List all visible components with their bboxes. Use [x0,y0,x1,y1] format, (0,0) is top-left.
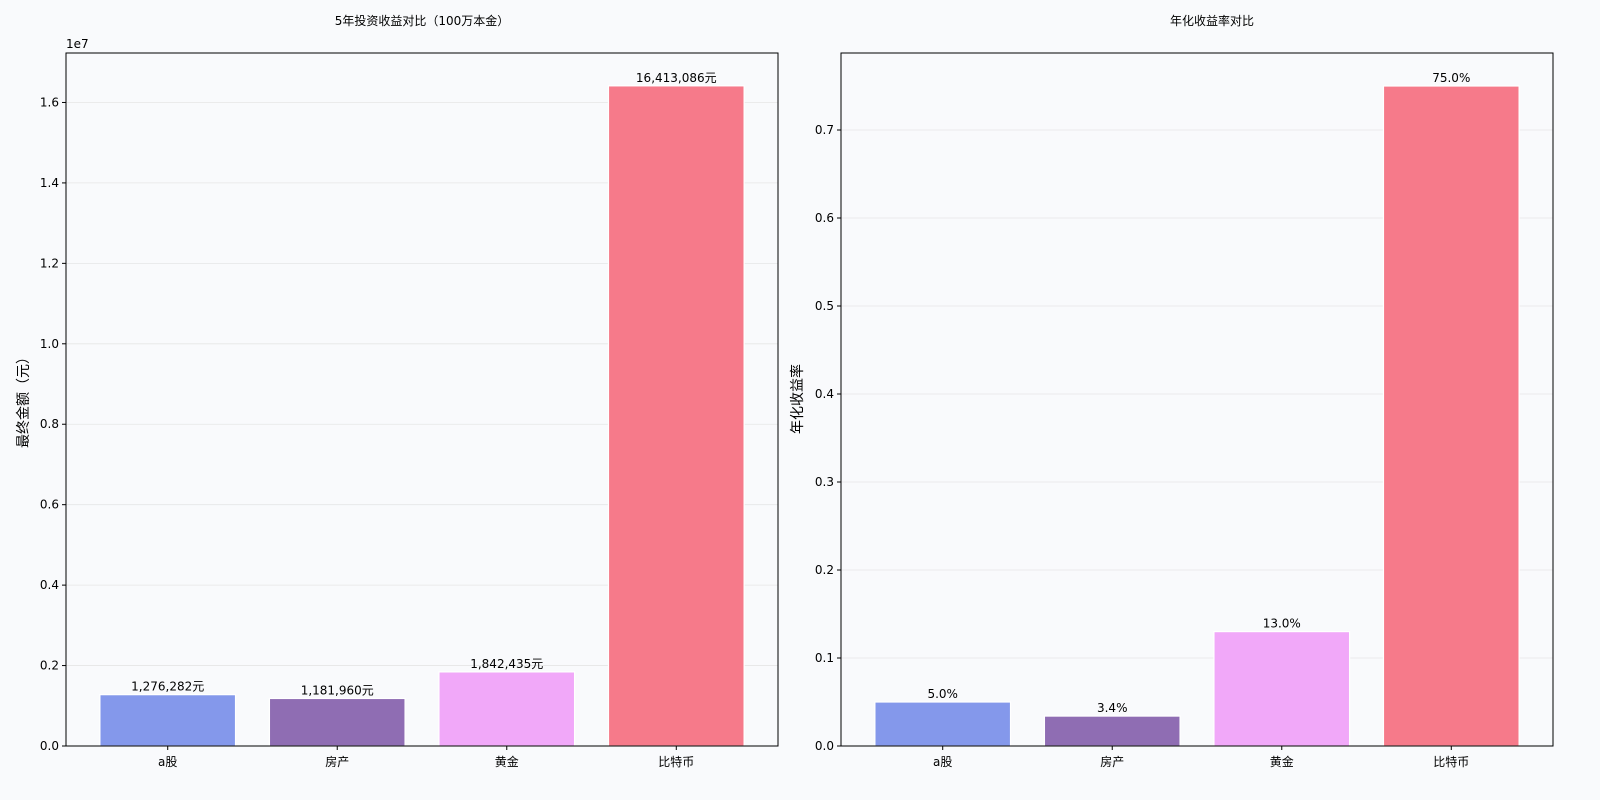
y-tick-label: 0.1 [815,651,834,665]
chart-final-amount: 5年投资收益对比（100万本金） 1e7 最终金额（元） 0.0 0.2 0.4 0.… [16,13,779,769]
x-tick-label: a股 [933,755,952,769]
bar [1213,630,1351,747]
y-tick-label: 0.0 [815,739,834,753]
data-label: 1,276,282元 [131,680,204,694]
data-label: 3.4% [1097,701,1128,715]
y-tick-label: 0.7 [815,123,834,137]
plot-frame [65,52,779,747]
bar [438,671,576,747]
y-axis-label: 最终金额（元） [16,350,32,448]
chart-title: 年化收益率对比 [1170,13,1254,28]
chart-title: 5年投资收益对比（100万本金） [335,13,510,28]
chart-annual-return: 年化收益率对比 年化收益率 0.0 0.1 0.2 0.3 0.4 0.5 0.6 0.7 a… [789,13,1554,769]
x-tick-label: 比特币 [1433,754,1469,769]
plot-frame [840,52,1554,747]
y-tick-label: 0.5 [815,299,834,313]
y-axis-label: 年化收益率 [789,364,806,434]
y-tick-label: 0.6 [815,211,834,225]
bar [1043,715,1181,747]
bar [99,694,237,747]
x-tick-label: 房产 [1100,754,1124,769]
y-tick-label: 0.0 [40,739,59,753]
data-label: 5.0% [927,687,958,701]
y-tick-label: 1.2 [40,256,59,270]
bar [874,701,1012,747]
y-tick-label: 1.0 [40,337,59,351]
data-label: 16,413,086元 [636,71,717,85]
x-tick-label: 黄金 [1270,754,1294,769]
y-tick-label: 1.4 [40,176,59,190]
y-tick-label: 0.4 [815,387,834,401]
x-tick-label: 房产 [325,754,349,769]
y-tick-label: 0.6 [40,498,59,512]
data-label: 1,181,960元 [301,683,374,697]
bar [607,85,745,747]
x-tick-label: 黄金 [495,754,519,769]
bar [1382,85,1520,747]
data-label: 75.0% [1432,71,1470,85]
y-tick-label: 1.6 [40,95,59,109]
bar [268,697,406,747]
y-tick-label: 0.4 [40,578,59,592]
y-tick-label: 0.8 [40,417,59,431]
data-label: 13.0% [1263,617,1301,631]
y-tick-label: 0.2 [40,659,59,673]
x-tick-label: 比特币 [658,754,694,769]
y-tick-label: 0.3 [815,475,834,489]
axis-offset-text: 1e7 [66,37,89,51]
y-tick-label: 0.2 [815,563,834,577]
data-label: 1,842,435元 [470,657,543,671]
x-tick-label: a股 [158,755,177,769]
